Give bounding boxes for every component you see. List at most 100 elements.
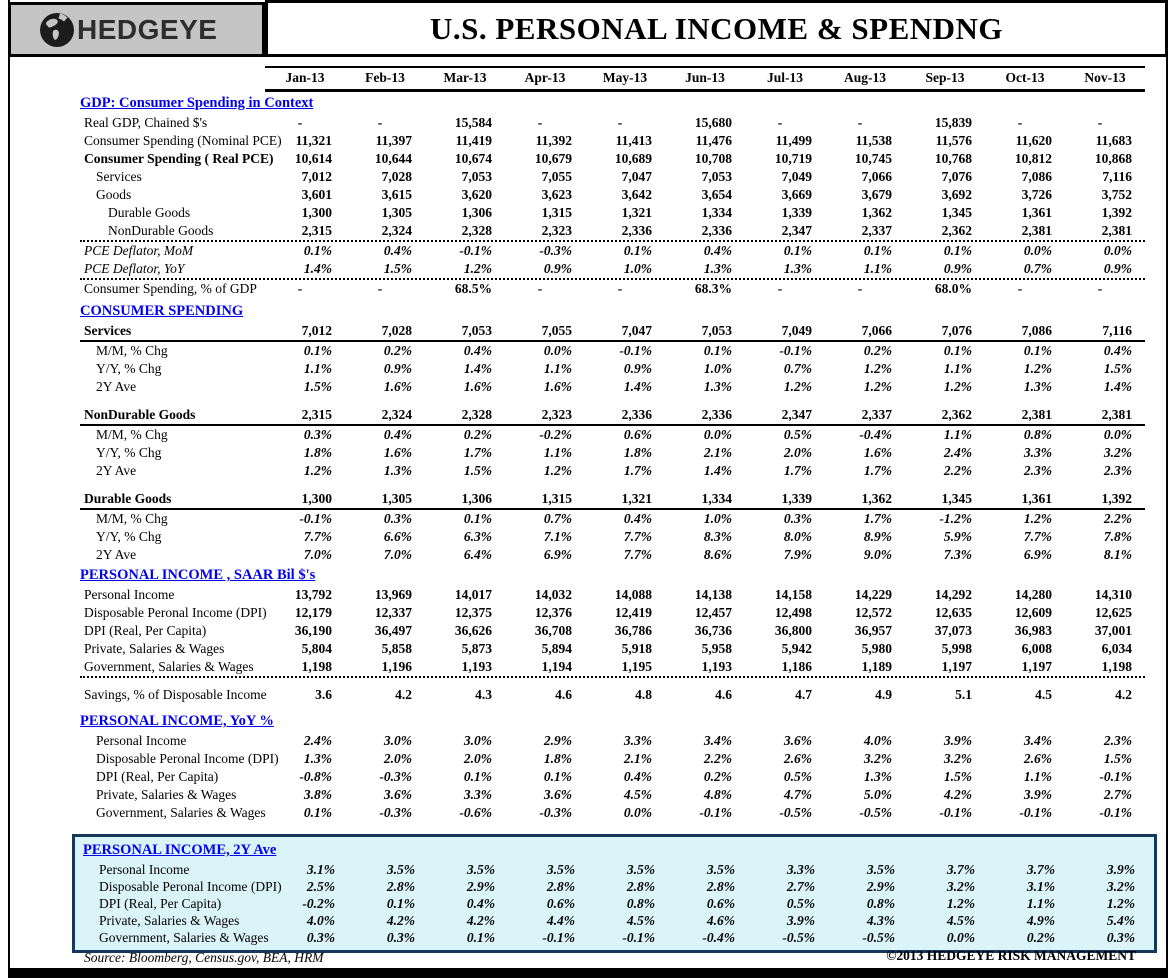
data-cell: 10,812 [1014, 151, 1052, 166]
data-cell: 4.3 [475, 687, 492, 702]
data-cell: 0.0% [623, 805, 652, 820]
data-cell: 0.1% [463, 769, 492, 784]
row-label: Government, Salaries & Wages [96, 805, 266, 820]
data-cell: 2.2% [1103, 511, 1132, 526]
data-cell: 3.8% [303, 787, 332, 802]
section-title[interactable]: PERSONAL INCOME, YoY % [80, 713, 274, 729]
data-cell: 3.5% [866, 862, 895, 877]
data-cell: 3.6% [783, 733, 812, 748]
data-cell: 4.3% [866, 913, 895, 928]
data-cell: 14,088 [614, 587, 652, 602]
data-cell: 4.8 [635, 687, 652, 702]
data-cell: 1,362 [861, 205, 892, 220]
section-title[interactable]: PERSONAL INCOME, 2Y Ave [83, 842, 277, 858]
data-cell: 2.5% [306, 879, 335, 894]
data-cell: -0.1% [619, 343, 652, 358]
data-cell: 1,306 [461, 491, 492, 506]
data-cell: 3,692 [941, 187, 972, 202]
data-cell: 7.0% [383, 547, 412, 562]
table-row: Private, Salaries & Wages 4.0% 4.2% 4.2% 4.4… [83, 912, 1154, 929]
data-cell: 7.7% [303, 529, 332, 544]
data-cell: 4.0% [863, 733, 892, 748]
data-cell: 8.1% [1103, 547, 1132, 562]
data-cell: 7,012 [301, 323, 332, 338]
data-cell: 2.8% [546, 879, 575, 894]
data-cell: 2.9% [543, 733, 572, 748]
data-cell: 6.3% [463, 529, 492, 544]
section-title[interactable]: GDP: Consumer Spending in Context [80, 95, 314, 111]
source-note: Source: Bloomberg, Census.gov, BEA, HRM [84, 950, 324, 965]
data-cell: 1.1% [543, 445, 572, 460]
data-cell: 5,804 [301, 641, 332, 656]
data-cell: 7.9% [783, 547, 812, 562]
data-cell: 2.8% [706, 879, 735, 894]
data-cell: 1,392 [1101, 205, 1132, 220]
data-cell: 2.0% [783, 445, 812, 460]
data-cell: 10,768 [934, 151, 972, 166]
data-cell: - [857, 115, 863, 130]
data-cell: 1.5% [383, 261, 412, 276]
data-cell: 2.6% [1023, 751, 1052, 766]
data-cell: 0.1% [303, 343, 332, 358]
data-cell: 3.3% [1023, 445, 1052, 460]
data-cell: 2.0% [463, 751, 492, 766]
data-cell: -0.1% [622, 930, 655, 945]
data-cell: 68.5% [454, 281, 492, 296]
data-cell: 0.6% [706, 896, 735, 911]
data-cell: 1,300 [301, 491, 332, 506]
data-cell: 14,158 [774, 587, 812, 602]
data-cell: 1.7% [623, 463, 652, 478]
data-cell: 7.7% [1023, 529, 1052, 544]
data-cell: 0.7% [543, 511, 572, 526]
data-cell: 3.2% [943, 751, 972, 766]
table-row: PCE Deflator, YoY 1.4% 1.5% 1.2% 0.9% 1.0% 1.3… [80, 260, 1145, 280]
data-cell: 1,193 [701, 659, 732, 674]
data-cell: 1.0% [623, 261, 652, 276]
data-cell: 2,336 [701, 407, 732, 422]
data-cell: 0.5% [783, 427, 812, 442]
data-cell: 1.3% [863, 769, 892, 784]
data-cell: 14,138 [694, 587, 732, 602]
section-consumer-spending: CONSUMER SPENDING Services 7,012 7,028 7,053… [80, 302, 1145, 564]
table-row: Personal Income 3.1% 3.5% 3.5% 3.5% 3.5% 3.5% 3… [83, 861, 1154, 878]
row-label: PCE Deflator, MoM [84, 243, 194, 258]
data-cell: 1.8% [543, 751, 572, 766]
data-cell: 15,584 [454, 115, 492, 130]
row-label: Goods [96, 187, 132, 202]
data-cell: 36,736 [694, 623, 732, 638]
data-cell: 0.2% [383, 343, 412, 358]
data-cell: 11,538 [855, 133, 892, 148]
table-row: 2Y Ave 1.5% 1.6% 1.6% 1.6% 1.4% 1.3% 1.2% 1.2% 1.… [80, 378, 1145, 396]
data-cell: 11,321 [295, 133, 332, 148]
data-cell: 2,324 [381, 223, 412, 238]
data-cell: - [377, 115, 383, 130]
data-cell: 0.4% [623, 511, 652, 526]
data-cell: 4.9% [1026, 913, 1055, 928]
data-cell: 0.4% [463, 343, 492, 358]
data-cell: 1,361 [1021, 491, 1052, 506]
data-cell: 7,047 [621, 169, 652, 184]
section-title[interactable]: CONSUMER SPENDING [80, 303, 244, 319]
data-cell: 3.4% [703, 733, 732, 748]
data-cell: 4.2 [1115, 687, 1132, 702]
table-row: NonDurable Goods 2,315 2,324 2,328 2,323 2,33… [80, 406, 1145, 426]
section-gdp-consumer-spending: GDP: Consumer Spending in Context Real GD… [80, 94, 1145, 298]
data-cell: 3,752 [1101, 187, 1132, 202]
table-row: Consumer Spending (Nominal PCE) 11,321 11,… [80, 132, 1145, 150]
data-cell: 4.0% [306, 913, 335, 928]
section-title[interactable]: PERSONAL INCOME , SAAR Bil $'s [80, 567, 316, 583]
data-cell: 0.0% [543, 343, 572, 358]
row-label: Y/Y, % Chg [96, 529, 162, 544]
data-cell: 0.0% [1103, 427, 1132, 442]
data-cell: 2,336 [621, 407, 652, 422]
data-cell: 0.2% [863, 343, 892, 358]
table-row: M/M, % Chg 0.3% 0.4% 0.2% -0.2% 0.6% 0.0% 0.5% -… [80, 426, 1145, 444]
data-cell: 1,315 [541, 205, 572, 220]
data-cell: 2,381 [1101, 223, 1132, 238]
data-cell: 3.0% [383, 733, 412, 748]
data-cell: 1.7% [863, 511, 892, 526]
data-cell: 36,983 [1014, 623, 1052, 638]
table-row: Disposable Peronal Income (DPI) 2.5% 2.8% 2… [83, 878, 1154, 895]
data-cell: 2,336 [701, 223, 732, 238]
data-cell: 2,323 [541, 407, 572, 422]
